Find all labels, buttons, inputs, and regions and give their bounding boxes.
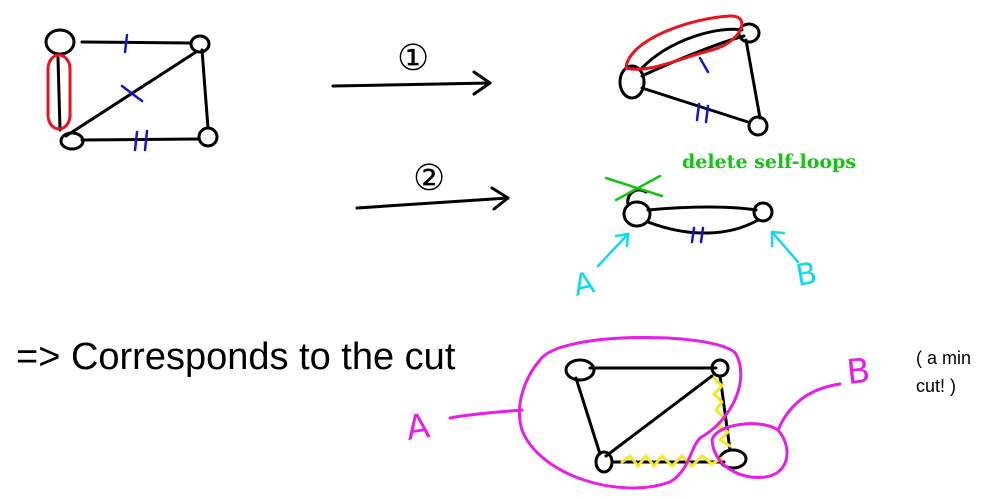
- edge-left: [574, 376, 602, 456]
- vertex-top-left: [44, 28, 76, 56]
- step-1-edge-marks: [695, 56, 710, 124]
- partition-A-loop: [517, 335, 743, 490]
- min-cut-note-line-2: cut! ): [916, 376, 957, 396]
- tick-diagonal: [120, 84, 144, 103]
- arrow-step-2: [355, 186, 510, 211]
- step-2-label: ②: [413, 158, 445, 199]
- partition-B-loop: [710, 422, 789, 479]
- supernode-B: [752, 201, 774, 223]
- cut-vertex-top-left: [564, 358, 596, 382]
- arrow-step-1: [331, 70, 492, 96]
- edge-right: [200, 48, 210, 130]
- cut-edge-right-zigzag: [712, 376, 732, 448]
- cut-vertex-bottom-left: [594, 450, 614, 474]
- tick-bottom-2: [143, 129, 149, 152]
- supernode-left: [618, 64, 646, 100]
- cut-graph: [564, 358, 748, 474]
- cut-partition: [448, 335, 842, 490]
- edge-lower: [646, 218, 760, 235]
- original-edge-marks: [120, 33, 149, 152]
- corresponds-caption: => Corresponds to the cut: [16, 336, 456, 378]
- original-graph: [44, 28, 219, 151]
- supernode-A: [622, 200, 652, 228]
- vertex-bottom: [747, 115, 769, 137]
- cut-edge-bottom-zigzag: [620, 454, 724, 468]
- min-cut-note-line-1: ( a min: [916, 348, 972, 368]
- edge-diagonal: [604, 374, 714, 458]
- label-A-top: A: [570, 265, 598, 304]
- cut-vertex-top-right: [710, 358, 730, 378]
- edge-upper: [646, 205, 758, 212]
- tick-bottom-1: [133, 130, 139, 152]
- parallel-edge-lower: [640, 34, 746, 78]
- edge-left: [56, 56, 62, 132]
- edge-left-bottom: [640, 86, 750, 124]
- edge-right: [744, 38, 762, 120]
- contracted-edge-highlight: [46, 53, 72, 131]
- graph-after-step-1: [618, 22, 769, 137]
- step-2-edge-marks: [690, 226, 705, 244]
- label-A-bottom: A: [404, 406, 433, 449]
- self-loop-cross: [604, 174, 664, 202]
- label-B-top: B: [793, 256, 819, 294]
- edge-top: [80, 40, 192, 45]
- label-B-bottom: B: [845, 351, 872, 393]
- vertex-bottom-left: [59, 131, 85, 151]
- cut-edges-highlight: [620, 376, 732, 468]
- step-1-label: ①: [397, 38, 429, 79]
- next-contraction-highlight: [624, 14, 744, 71]
- partition-A-tail: [448, 408, 524, 420]
- pointer-B: [770, 230, 800, 264]
- vertex-bottom-right: [197, 126, 219, 148]
- edge-bottom: [80, 137, 200, 142]
- partition-B-tail: [776, 382, 842, 432]
- vertex-top-right: [189, 34, 211, 54]
- parallel-edge-upper: [638, 27, 744, 72]
- tick-top: [123, 33, 129, 54]
- delete-self-loops-note: delete self-loops: [682, 151, 857, 173]
- graph-after-step-2: [622, 188, 774, 235]
- pointer-A: [596, 232, 630, 268]
